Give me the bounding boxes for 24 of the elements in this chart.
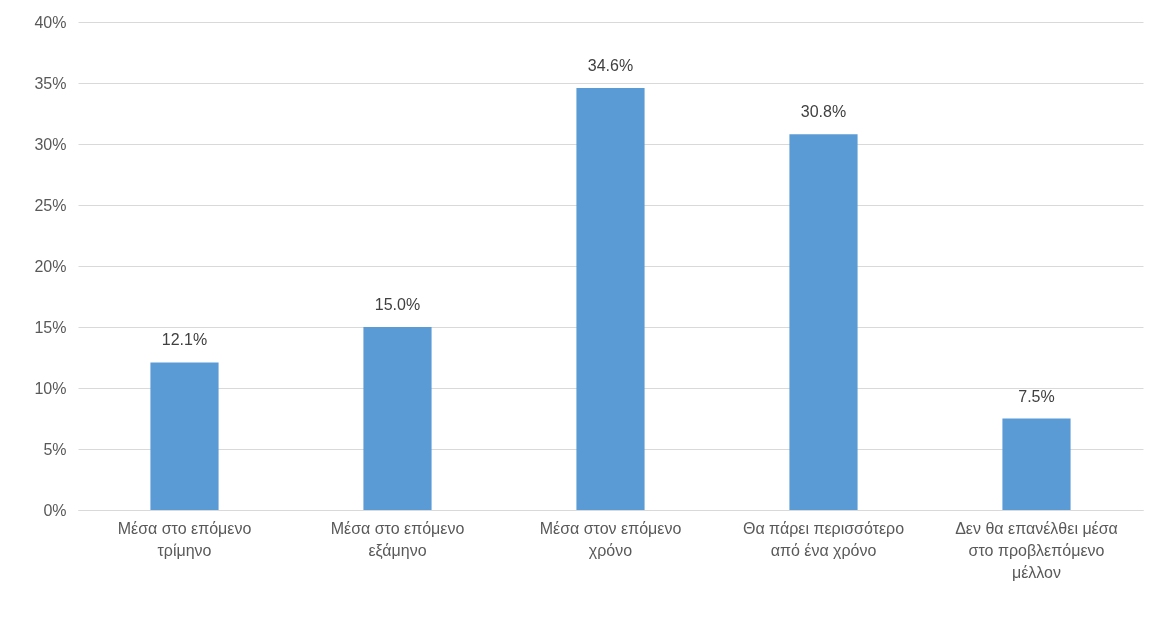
bar	[150, 362, 219, 510]
y-tick-label: 20%	[34, 257, 67, 275]
bar	[789, 134, 858, 510]
y-tick-label: 35%	[34, 74, 67, 92]
bar	[1002, 418, 1071, 510]
data-label: 7.5%	[1018, 387, 1055, 405]
bar	[363, 327, 432, 510]
x-tick-label: Θα πάρει περισσότερο από ένα χρόνο	[742, 519, 905, 559]
x-tick-label: Μέσα στο επόμενο τρίμηνο	[117, 519, 252, 559]
x-tick-label: Δεν θα επανέλθει μέσα στο προβλεπόμενο μέλλον	[955, 519, 1118, 581]
y-tick-label: 0%	[43, 501, 67, 519]
y-tick-label: 15%	[34, 318, 67, 336]
y-tick-label: 40%	[34, 13, 67, 31]
y-tick-label: 25%	[34, 196, 67, 214]
y-tick-label: 30%	[34, 135, 67, 153]
data-label: 34.6%	[587, 56, 634, 74]
y-tick-label: 5%	[43, 440, 67, 458]
data-label: 12.1%	[161, 331, 208, 349]
y-tick-label: 10%	[34, 379, 67, 397]
bar	[576, 87, 645, 510]
x-tick-label: Μέσα στο επόμενο εξάμηνο	[330, 519, 465, 560]
x-tick-label: Μέσα στον επόμενο χρόνο	[539, 519, 682, 559]
data-label: 30.8%	[800, 103, 847, 121]
data-label: 15.0%	[374, 296, 421, 313]
